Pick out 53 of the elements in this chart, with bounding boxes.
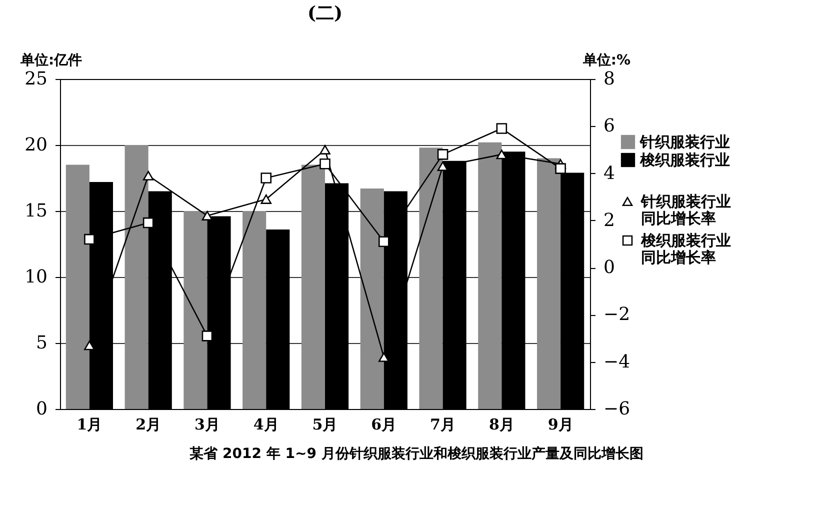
bar: [537, 158, 561, 409]
point: [142, 217, 154, 228]
point: [260, 194, 272, 204]
point: [378, 236, 390, 248]
y2-tick-label: −2: [604, 304, 630, 326]
y2-tick-label: 0: [604, 257, 615, 278]
point: [202, 330, 213, 342]
x-tick-label: 8月: [488, 416, 514, 434]
legend-label: 梭织服装行业: [639, 151, 730, 169]
point: [260, 172, 272, 184]
x-tick-label: 5月: [312, 416, 338, 434]
x-tick-label: 9月: [548, 416, 574, 434]
x-tick-label: 7月: [430, 416, 456, 434]
y-tick-label: 20: [24, 134, 48, 156]
bar: [478, 142, 502, 409]
y2-tick-label: −6: [604, 398, 630, 420]
point: [555, 163, 566, 174]
point: [84, 340, 95, 350]
point: [84, 234, 95, 245]
y-axis-title: 单位:亿件: [20, 52, 82, 68]
y-tick-label: 15: [24, 200, 48, 222]
bar: [242, 211, 266, 409]
y2-tick-label: 8: [604, 68, 615, 90]
y2-tick-label: 4: [604, 162, 615, 184]
bar: [66, 164, 90, 409]
y-tick-label: 10: [24, 266, 48, 288]
point: [496, 123, 508, 134]
y-tick-label: 25: [24, 68, 48, 90]
bar: [360, 188, 384, 409]
y2-tick-label: 2: [604, 210, 615, 231]
bar: [419, 148, 443, 409]
x-tick-label: 3月: [194, 416, 220, 434]
point: [320, 158, 330, 170]
text: 某省 2012 年 1~9 月份针织服装行业和梭织服装行业产量及同比增长图: [188, 445, 644, 463]
legend-label: 针织服装行业同比增长率: [640, 192, 731, 228]
point: [320, 144, 330, 154]
x-tick-label: 6月: [371, 416, 397, 434]
legend-label: 针织服装行业: [639, 133, 730, 151]
bar: [301, 164, 325, 409]
chart-title: (二): [307, 3, 343, 24]
x-tick-label: 4月: [253, 416, 279, 434]
legend-label: 梭织服装行业同比增长率: [640, 232, 731, 266]
x-tick-label: 2月: [136, 416, 162, 434]
point: [142, 170, 154, 180]
point: [437, 149, 448, 160]
bar: [124, 145, 148, 409]
x-tick-label: 1月: [76, 416, 102, 434]
y-tick-label: 0: [36, 398, 48, 420]
y-tick-label: 5: [36, 332, 48, 354]
bar: [184, 211, 208, 409]
y2-tick-label: 6: [604, 116, 615, 137]
y2-axis-title: 单位:%: [582, 52, 630, 68]
y2-tick-label: −4: [604, 351, 630, 372]
